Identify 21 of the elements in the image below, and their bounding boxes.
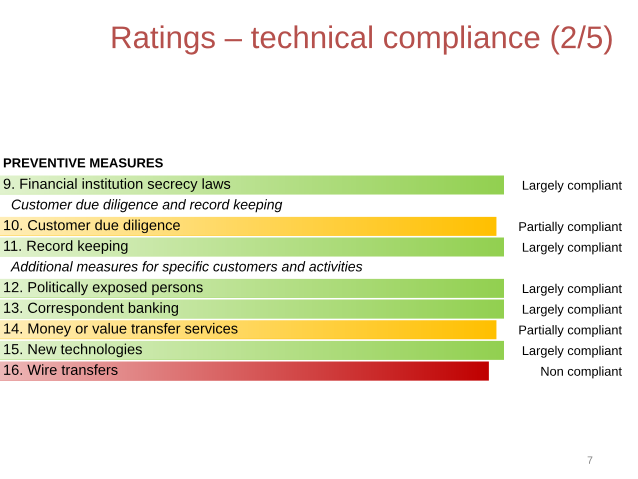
y2-tick-label: Largely compliant [522,346,622,358]
y2-tick-label: Largely compliant [522,180,622,192]
y-tick-label: Customer due diligence and record keeping [12,199,282,212]
chart-title: Ratings – technical compliance (2/5) [112,25,612,55]
y2-tick-label: Partially compliant [519,222,622,234]
y2-tick-label: Largely compliant [522,284,622,296]
y-tick-label: 12. Politically exposed persons [4,282,203,296]
y2-tick-label: Non compliant [541,366,622,378]
y-axis-title: PREVENTIVE MEASURES [4,158,163,168]
y2-tick-label: Partially compliant [519,325,622,338]
y-tick-label: 14. Money or value transfer services [4,322,238,337]
y-tick-label: Additional measures for specific customers and activities [10,261,362,274]
y-tick-label: 13. Correspondent banking [4,302,178,316]
y-tick-label: 11. Record keeping [4,240,128,254]
y-tick-label: 10. Customer due diligence [4,220,180,234]
y-tick-label: 16. Wire transfers [4,364,118,375]
text: 7 [588,456,592,464]
y2-tick-label: Largely compliant [522,304,622,316]
y-tick-label: 9. Financial institution secrecy laws [4,178,230,192]
y-tick-label: 15. New technologies [4,344,142,358]
y2-tick-label: Largely compliant [522,242,622,254]
